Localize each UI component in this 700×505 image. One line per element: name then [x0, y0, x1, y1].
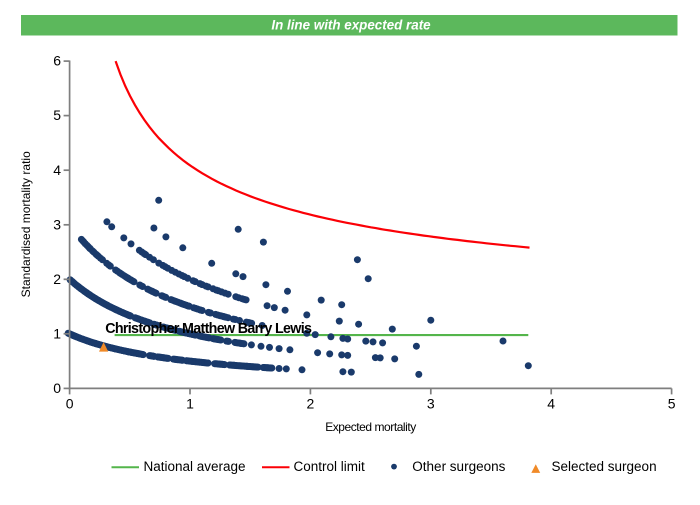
svg-text:5: 5 — [53, 107, 61, 123]
svg-text:0: 0 — [66, 396, 74, 412]
svg-text:3: 3 — [427, 396, 435, 412]
svg-text:4: 4 — [547, 396, 555, 412]
svg-text:1: 1 — [53, 325, 61, 341]
svg-text:Expected mortality: Expected mortality — [325, 420, 416, 434]
svg-text:Standardised mortality ratio: Standardised mortality ratio — [19, 151, 33, 297]
svg-text:0: 0 — [53, 380, 61, 396]
svg-text:In line with expected rate: In line with expected rate — [271, 18, 431, 33]
svg-text:2: 2 — [53, 271, 61, 287]
svg-text:2: 2 — [307, 396, 315, 412]
svg-text:Control limit: Control limit — [294, 459, 366, 474]
svg-text:Christopher Matthew Barry Lewi: Christopher Matthew Barry Lewis — [105, 321, 312, 337]
svg-text:5: 5 — [668, 396, 676, 412]
svg-text:National average: National average — [144, 459, 246, 474]
svg-text:Other surgeons: Other surgeons — [412, 459, 505, 474]
svg-text:Selected surgeon: Selected surgeon — [552, 459, 657, 474]
svg-text:4: 4 — [53, 162, 61, 178]
svg-text:3: 3 — [53, 216, 61, 232]
svg-text:1: 1 — [186, 396, 194, 412]
svg-text:6: 6 — [53, 53, 61, 69]
